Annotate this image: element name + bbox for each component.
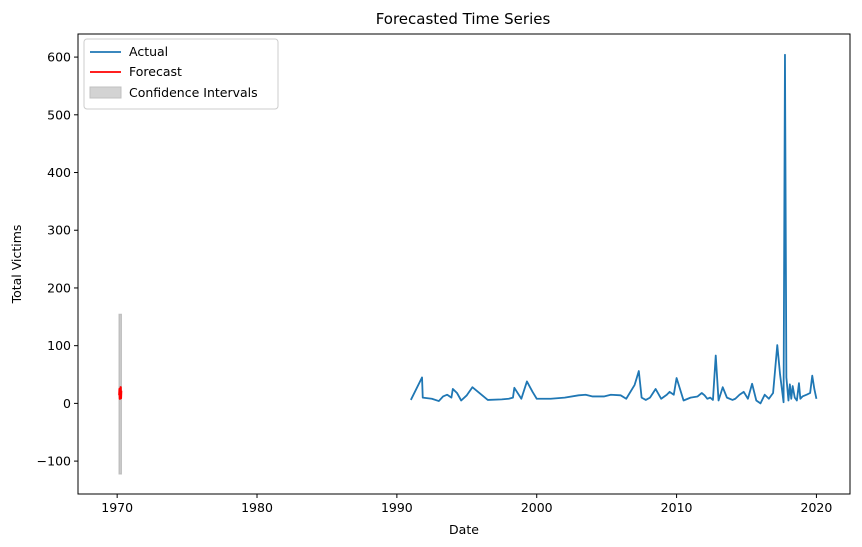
y-tick-label: 500	[47, 107, 71, 122]
y-tick-label: 600	[47, 50, 71, 65]
y-tick-label: 100	[47, 338, 71, 353]
x-tick-label: 2010	[661, 500, 693, 515]
actual-series-layer	[410, 53, 818, 405]
plot-area-frame	[77, 33, 851, 495]
legend-ci-swatch	[89, 86, 122, 99]
x-tick-label: 2020	[801, 500, 833, 515]
x-tick-label: 1990	[381, 500, 413, 515]
x-axis-ticks: 1970 1980 1990 2000 2010 2020	[101, 494, 832, 515]
legend-actual-label: Actual	[129, 44, 168, 59]
x-axis-label: Date	[449, 522, 479, 537]
y-tick-label: 300	[47, 223, 71, 238]
legend: Actual Forecast Confidence Intervals	[83, 38, 279, 110]
y-tick-label: 200	[47, 280, 71, 295]
actual-series-line	[410, 53, 818, 405]
legend-ci-label: Confidence Intervals	[129, 85, 258, 100]
x-tick-label: 1970	[101, 500, 133, 515]
x-tick-label: 1980	[241, 500, 273, 515]
legend-box	[83, 38, 279, 110]
forecast-series-layer	[118, 386, 123, 400]
x-tick-label: 2000	[521, 500, 553, 515]
y-tick-label: −100	[37, 454, 71, 469]
forecast-series-line	[118, 386, 123, 400]
y-tick-label: 400	[47, 165, 71, 180]
chart-title: Forecasted Time Series	[376, 10, 551, 28]
y-tick-label: 0	[63, 396, 71, 411]
y-axis-label: Total Victims	[9, 225, 24, 305]
y-axis-ticks: −100 0 100 200 300 400 500 600	[37, 50, 78, 469]
legend-forecast-label: Forecast	[129, 64, 182, 79]
